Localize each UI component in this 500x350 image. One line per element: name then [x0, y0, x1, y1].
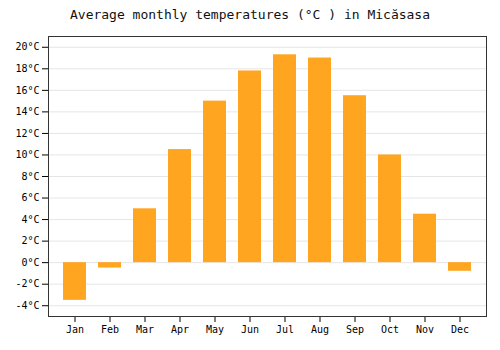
svg-text:18°C: 18°C [15, 63, 39, 74]
svg-text:Aug: Aug [311, 324, 329, 335]
svg-text:Feb: Feb [101, 324, 119, 335]
svg-text:10°C: 10°C [15, 149, 39, 160]
html-text:Average monthly temperatures (: Average monthly temperatures (°C ) in Mi… [70, 7, 430, 22]
svg-text:2°C: 2°C [21, 235, 39, 246]
svg-text:Apr: Apr [171, 324, 189, 335]
svg-text:6°C: 6°C [21, 192, 39, 203]
svg-text:May: May [206, 324, 224, 335]
svg-text:Sep: Sep [346, 324, 364, 335]
svg-text:4°C: 4°C [21, 214, 39, 225]
svg-text:Jun: Jun [241, 324, 259, 335]
svg-text:Oct: Oct [381, 324, 399, 335]
svg-text:Jul: Jul [276, 324, 294, 335]
svg-text:Mar: Mar [136, 324, 154, 335]
svg-text:Nov: Nov [416, 324, 434, 335]
svg-text:20°C: 20°C [15, 41, 39, 52]
svg-text:8°C: 8°C [21, 171, 39, 182]
svg-text:14°C: 14°C [15, 106, 39, 117]
svg-text:-2°C: -2°C [15, 278, 39, 289]
svg-text:Jan: Jan [66, 324, 84, 335]
svg-text:-4°C: -4°C [15, 300, 39, 311]
svg-text:12°C: 12°C [15, 128, 39, 139]
svg-text:0°C: 0°C [21, 257, 39, 268]
svg-text:16°C: 16°C [15, 85, 39, 96]
svg-text:Dec: Dec [451, 324, 469, 335]
